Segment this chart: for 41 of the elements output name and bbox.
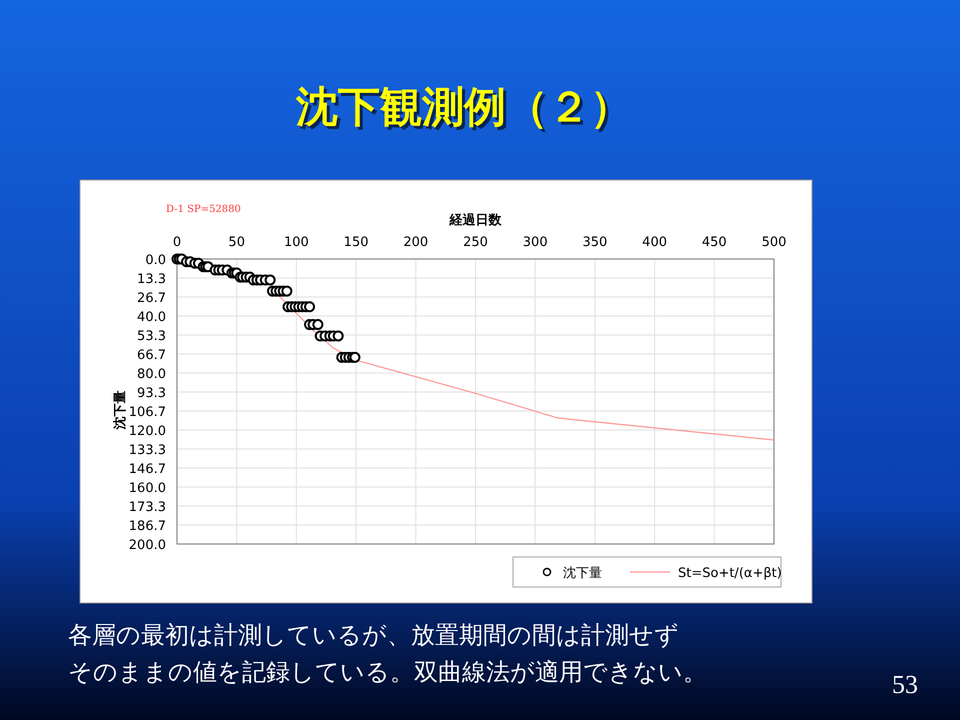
y-tick-label: 53.3 bbox=[137, 328, 166, 344]
x-tick-label: 50 bbox=[228, 235, 245, 250]
y-tick-label: 40.0 bbox=[137, 310, 166, 325]
point bbox=[304, 301, 316, 312]
y-tick-label: 186.7 bbox=[128, 519, 166, 534]
y-tick-label: 66.7 bbox=[137, 348, 166, 364]
x-tick-label: 200 bbox=[403, 235, 428, 250]
point bbox=[281, 286, 292, 297]
y-tick-label: 80.0 bbox=[137, 367, 166, 382]
x-tick-label: 150 bbox=[344, 235, 369, 250]
y-tick-label: 146.7 bbox=[128, 462, 166, 478]
point bbox=[332, 330, 344, 342]
point bbox=[312, 319, 324, 330]
y-tick-label: 173.3 bbox=[128, 500, 166, 515]
text: D-1 SP=52880 bbox=[166, 204, 241, 215]
x-tick-label: 100 bbox=[284, 235, 309, 250]
x-tick-label: 250 bbox=[463, 235, 488, 250]
text: そのままの値を記録している。双曲線法が適用できない。 bbox=[68, 658, 707, 686]
y-tick-label: 13.3 bbox=[137, 272, 166, 287]
x-tick-label: 500 bbox=[762, 235, 786, 250]
y-tick-label: 160.0 bbox=[128, 481, 166, 496]
x-axis-title: 経過日数 bbox=[448, 213, 502, 228]
y-tick-label: 93.3 bbox=[137, 386, 166, 401]
x-tick-label: 400 bbox=[642, 235, 668, 250]
y-tick-label: 0.0 bbox=[145, 253, 166, 268]
text: 各層の最初は計測しているが、放置期間の間は計測せず bbox=[68, 621, 679, 649]
legend-label: 沈下量 bbox=[563, 566, 602, 581]
y-tick-label: 120.0 bbox=[128, 424, 166, 439]
x-tick-label: 450 bbox=[702, 235, 727, 250]
y-axis-title: 沈下量 bbox=[113, 390, 128, 430]
y-tick-label: 133.3 bbox=[128, 442, 166, 458]
y-tick-label: 200.0 bbox=[128, 538, 166, 553]
y-tick-label: 26.7 bbox=[137, 291, 166, 306]
x-tick-label: 0 bbox=[172, 235, 182, 250]
point bbox=[264, 274, 276, 286]
y-tick-label: 106.7 bbox=[128, 405, 166, 420]
legend-label: St=So+t/(α+βt) bbox=[678, 566, 782, 581]
x-tick-label: 350 bbox=[582, 235, 608, 250]
chart-title: 沈下観測例（２） bbox=[298, 85, 635, 134]
text: 53 bbox=[892, 670, 918, 699]
x-tick-label: 300 bbox=[522, 235, 548, 250]
